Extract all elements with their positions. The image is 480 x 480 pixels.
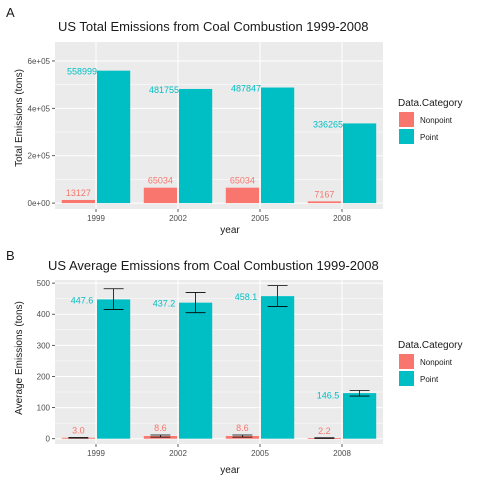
- chart-a-legend-key-nonpoint: [399, 112, 414, 127]
- chart-a-data-label: 558999: [67, 67, 97, 77]
- chart-a-x-tick-label: 2002: [169, 214, 187, 223]
- chart-b-data-label: 447.6: [71, 295, 94, 305]
- chart-b-data-label: 8.6: [154, 423, 167, 433]
- chart-a-data-label: 7167: [314, 189, 334, 199]
- chart-a-legend-title: Data.Category: [398, 98, 462, 109]
- chart-b-bar-point: [179, 302, 213, 439]
- chart-b-data-label: 458.1: [235, 292, 258, 302]
- chart-a-legend-label: Nonpoint: [420, 116, 453, 125]
- chart-b: 0 100 200 300 400 500 1999 2002 2005 2008 3.0 8.6 8.…: [37, 279, 383, 458]
- panel-a-label: A: [6, 5, 15, 20]
- chart-b-data-label: 2.2: [318, 426, 331, 436]
- chart-b-data-label: 3.0: [72, 425, 85, 435]
- chart-a-legend-key-point: [399, 129, 414, 144]
- chart-a-x-tick-label: 2008: [333, 214, 351, 223]
- chart-b-y-tick-label: 500: [37, 279, 51, 288]
- chart-b-legend-key-nonpoint: [399, 354, 414, 369]
- chart-b-legend-title: Data.Category: [398, 340, 462, 351]
- chart-b-bar-point: [97, 299, 131, 439]
- chart-a-bar-point: [343, 123, 377, 204]
- chart-b-legend-label: Nonpoint: [420, 358, 453, 367]
- chart-a-legend-label: Point: [420, 133, 439, 142]
- chart-b-bar-point: [261, 296, 295, 439]
- chart-b-data-label: 437.2: [153, 299, 176, 309]
- chart-a-data-label: 481755: [149, 85, 179, 95]
- chart-a-data-label: 65034: [148, 176, 173, 186]
- chart-a-data-label: 336265: [313, 119, 343, 129]
- chart-a-data-label: 65034: [230, 176, 255, 186]
- chart-b-title: US Average Emissions from Coal Combustio…: [48, 258, 379, 273]
- chart-b-data-label: 8.6: [236, 423, 249, 433]
- chart-a: 0e+00 2e+05 4e+05 6e+05 1999 2002 2005 2008 1312…: [28, 42, 383, 223]
- chart-a-y-tick-label: 4e+05: [28, 104, 51, 113]
- chart-a-x-axis-title: year: [220, 225, 240, 236]
- chart-b-y-tick-label: 100: [37, 404, 51, 413]
- chart-b-y-axis-title: Average Emissions (tons): [14, 301, 25, 415]
- chart-a-y-tick-label: 2e+05: [28, 152, 51, 161]
- chart-b-x-tick-label: 2002: [169, 449, 187, 458]
- chart-b-x-tick-label: 2005: [251, 449, 269, 458]
- chart-b-data-label: 146.5: [317, 390, 340, 400]
- chart-a-title: US Total Emissions from Coal Combustion …: [58, 19, 368, 34]
- chart-b-bar-point: [343, 393, 377, 439]
- chart-b-y-tick-label: 400: [37, 310, 51, 319]
- chart-b-x-axis-title: year: [220, 465, 240, 476]
- chart-b-y-tick-label: 200: [37, 372, 51, 381]
- chart-a-x-tick-label: 1999: [87, 214, 105, 223]
- chart-a-data-label: 13127: [66, 188, 91, 198]
- chart-a-bar-point: [97, 70, 131, 204]
- chart-b-legend-key-point: [399, 371, 414, 386]
- chart-a-bar-nonpoint: [307, 201, 341, 204]
- chart-a-bar-nonpoint: [143, 187, 177, 204]
- chart-a-x-tick-label: 2005: [251, 214, 269, 223]
- panel-b-label: B: [6, 248, 15, 263]
- chart-a-y-tick-label: 6e+05: [28, 57, 51, 66]
- chart-a-bar-nonpoint: [225, 187, 259, 204]
- chart-b-x-tick-label: 1999: [87, 449, 105, 458]
- chart-a-legend: Nonpoint Point: [399, 112, 453, 144]
- chart-a-bar-point: [261, 87, 295, 204]
- chart-a-y-axis-title: Total Emissions (tons): [14, 69, 25, 167]
- chart-b-legend-label: Point: [420, 375, 439, 384]
- chart-a-bar-point: [179, 88, 213, 204]
- chart-b-y-tick-label: 300: [37, 341, 51, 350]
- chart-b-x-tick-label: 2008: [333, 449, 351, 458]
- chart-a-data-label: 487847: [231, 84, 261, 94]
- chart-b-legend: Nonpoint Point: [399, 354, 453, 386]
- chart-b-y-tick-label: 0: [46, 435, 51, 444]
- chart-a-bar-nonpoint: [61, 199, 95, 204]
- chart-a-y-tick-label: 0e+00: [28, 199, 51, 208]
